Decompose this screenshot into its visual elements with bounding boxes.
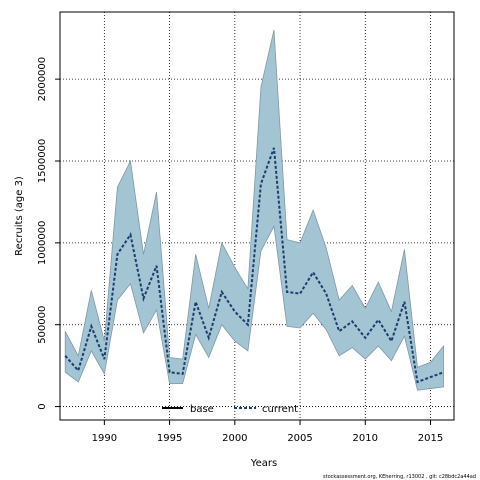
y-tick-label: 1500000 (37, 139, 48, 184)
y-tick-label: 2000000 (37, 57, 48, 102)
confidence-band (64, 29, 444, 391)
x-tick-label: 1990 (92, 433, 117, 444)
legend: base current (162, 404, 298, 415)
footnote: stockassessment.org, KEherring, r13002 ,… (323, 474, 476, 480)
legend-label-current: current (262, 404, 298, 415)
y-axis-title: Recruits (age 3) (14, 176, 25, 256)
x-axis: 1990 1995 2000 2005 2010 2015 (92, 420, 443, 444)
y-axis: 0 500000 1000000 1500000 2000000 (37, 57, 60, 410)
x-tick-label: 2015 (418, 433, 443, 444)
y-tick-label: 0 (37, 403, 48, 409)
plot-frame (59, 11, 455, 421)
y-tick-label: 500000 (37, 306, 48, 344)
x-tick-label: 2010 (353, 433, 378, 444)
x-tick-label: 2005 (287, 433, 312, 444)
x-tick-label: 1995 (157, 433, 182, 444)
x-axis-title: Years (250, 458, 277, 469)
series-line-current (64, 147, 444, 384)
legend-label-base: base (190, 404, 214, 415)
y-tick-label: 1000000 (37, 221, 48, 266)
x-tick-label: 2000 (222, 433, 247, 444)
